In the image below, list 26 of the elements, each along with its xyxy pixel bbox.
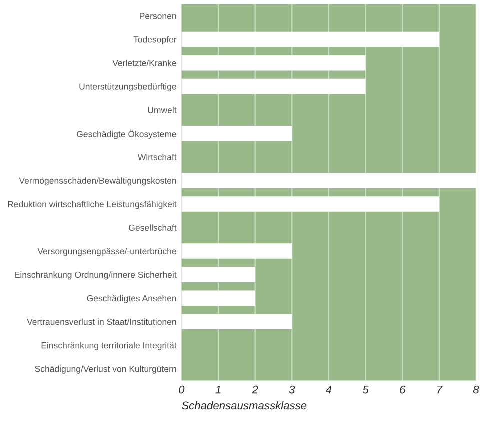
x-tick-label: 2 bbox=[252, 386, 258, 394]
y-tick-label: Reduktion wirtschaftliche Leistungsfähigkeit bbox=[8, 201, 177, 210]
y-tick-label: Einschränkung Ordnung/innere Sicherheit bbox=[15, 272, 177, 280]
x-tick-label: 4 bbox=[326, 386, 332, 394]
y-tick-label: Verletzte/Kranke bbox=[112, 60, 176, 66]
y-tick-label: Geschädigte Ökosysteme bbox=[77, 130, 176, 140]
y-tick-label: Geschädigtes Ansehen bbox=[87, 295, 176, 304]
y-tick-label: Einschränkung territoriale Integrität bbox=[42, 342, 177, 350]
x-tick-label: 5 bbox=[362, 386, 369, 394]
y-tick-label: Versorgungsengpässe/-unterbrüche bbox=[38, 248, 176, 256]
x-tick-label: 0 bbox=[179, 386, 185, 394]
y-tick-label: Unterstützungsbedürftige bbox=[80, 83, 176, 92]
y-tick-label: Todesopfer bbox=[134, 36, 177, 45]
x-tick-label: 1 bbox=[216, 386, 221, 394]
y-tick-label: Wirtschaft bbox=[138, 154, 177, 160]
x-axis-title: Schadensausmassklasse bbox=[182, 401, 307, 410]
x-tick-label: 8 bbox=[473, 386, 480, 394]
y-tick-label: Gesellschaft bbox=[129, 224, 177, 232]
y-tick-label: Vertrauensverlust in Staat/Institutionen bbox=[27, 318, 176, 326]
y-tick-label: Personen bbox=[140, 13, 176, 20]
y-tick-label: Vermögensschäden/Bewältigungskosten bbox=[19, 178, 176, 186]
y-tick-label: Schädigung/Verlust von Kulturgütern bbox=[35, 366, 176, 374]
y-tick-label: Umwelt bbox=[148, 106, 177, 114]
x-tick-label: 3 bbox=[289, 386, 296, 394]
x-tick-label: 6 bbox=[400, 386, 406, 394]
x-tick-label: 7 bbox=[438, 386, 443, 394]
